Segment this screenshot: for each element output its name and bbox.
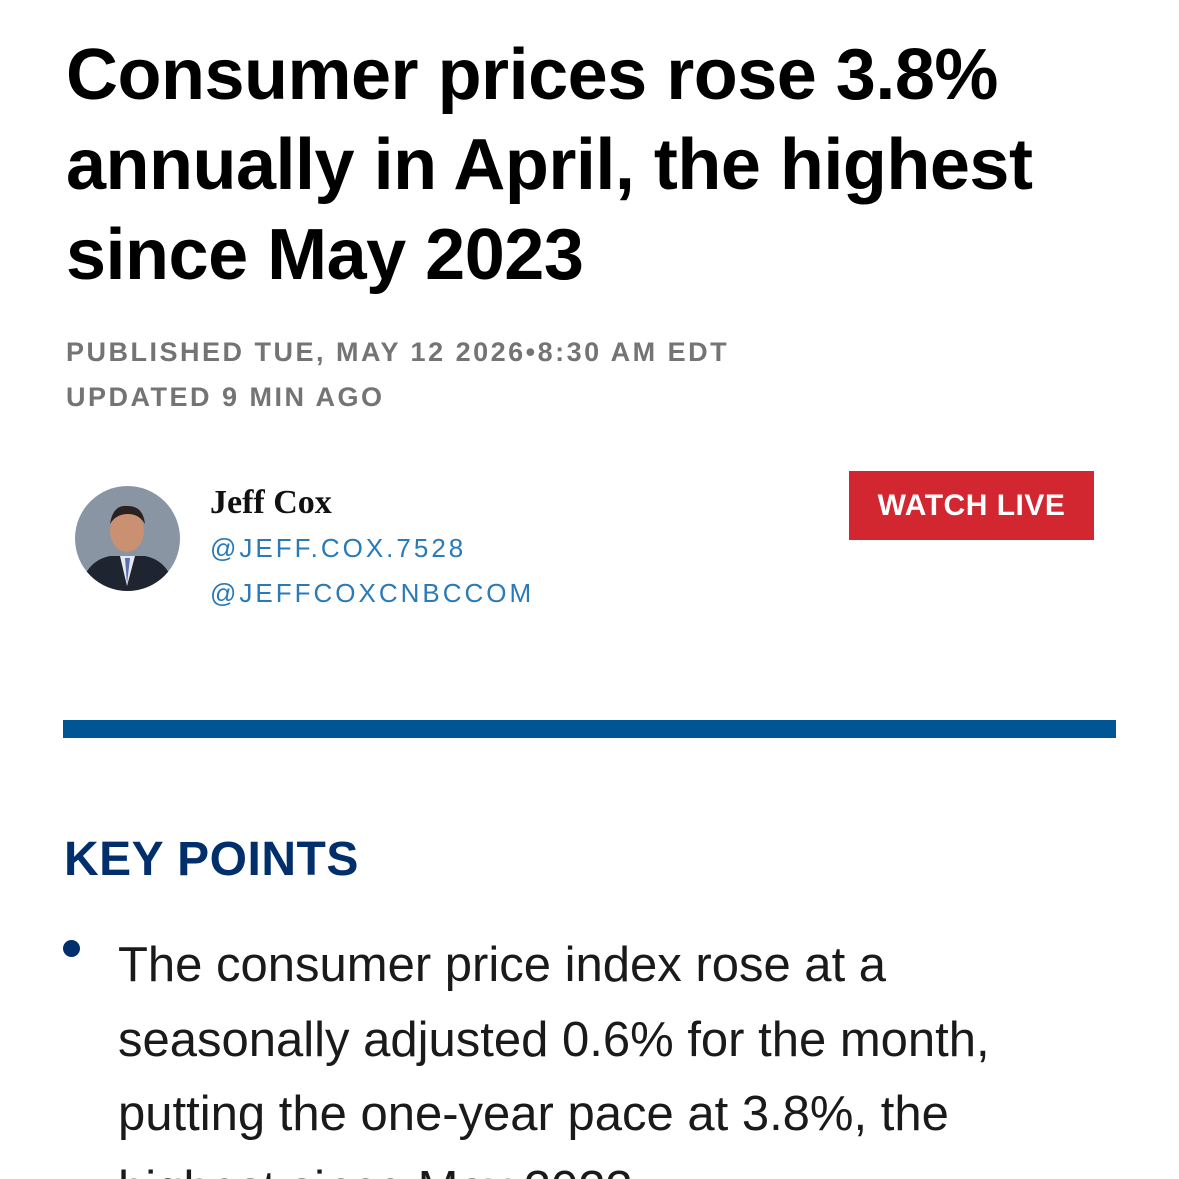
updated-time: UPDATED 9 MIN AGO: [66, 382, 385, 412]
author-handle[interactable]: @JEFF.COX.7528: [210, 533, 467, 563]
divider: [63, 720, 1116, 738]
author-handle[interactable]: @JEFFCOXCNBCCOM: [210, 578, 535, 608]
author-name[interactable]: Jeff Cox: [210, 484, 332, 521]
key-point: The consumer price index rose at a seaso…: [118, 938, 990, 1179]
headline: Consumer prices rose 3.8% annually in Ap…: [66, 35, 1033, 295]
bullet: [63, 940, 80, 957]
watch-live-button[interactable]: WATCH LIVE: [849, 471, 1094, 540]
author-avatar: [75, 486, 180, 591]
published-date: PUBLISHED TUE, MAY 12 2026•8:30 AM EDT: [66, 337, 730, 367]
key-points-heading: KEY POINTS: [64, 833, 359, 886]
